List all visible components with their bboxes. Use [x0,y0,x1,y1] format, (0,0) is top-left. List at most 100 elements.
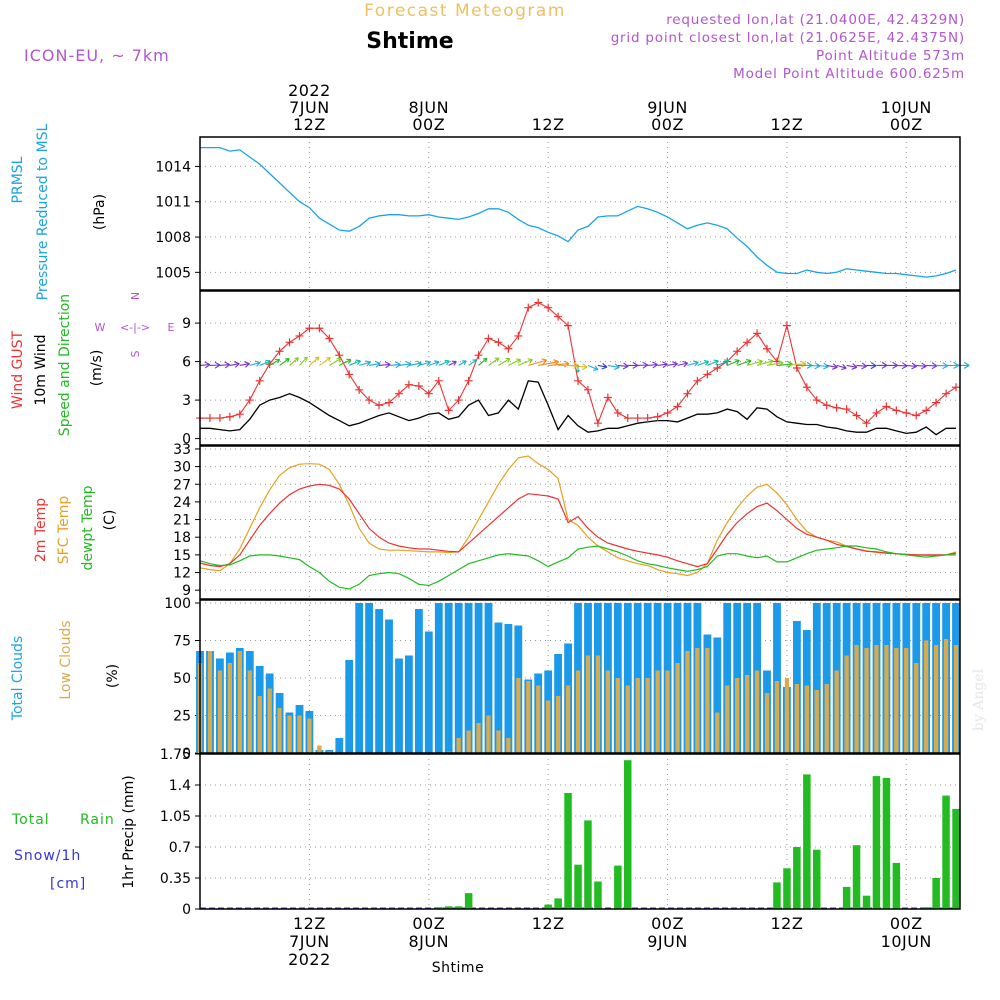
rain-bar [952,808,960,909]
y-tick-label: 9 [182,316,191,332]
low-cloud-bar [924,640,929,753]
gust-marker [733,347,742,356]
total-cloud-bar [494,622,503,753]
y-tick-label: 27 [173,477,191,493]
gust-marker [454,396,463,405]
y-tick-label: 1008 [155,230,191,246]
low-cloud-bar [516,678,521,753]
gust-marker [753,329,762,338]
low-cloud-bar [506,738,511,753]
precip-ylabel: 1hr Precip (mm) [121,775,137,888]
wind-label-dir: Speed and Direction [57,294,73,436]
y-tick-label: 3 [182,393,191,409]
gust-marker [215,414,224,423]
wind-direction-arrow [926,362,938,370]
y-tick-label: 0.35 [160,871,191,887]
wind-direction-arrow [756,358,774,366]
low-cloud-bar [635,678,640,753]
gust-marker [574,376,583,385]
y-tick-label: 0.7 [169,840,191,856]
low-cloud-bar [595,655,601,753]
low-cloud-bar [317,745,322,753]
low-cloud-bar [615,678,620,753]
gust-marker [474,351,483,360]
rain-bar [803,774,811,909]
low-cloud-bar [486,715,491,753]
total-cloud-bar [454,603,463,753]
gust-marker [663,408,672,417]
gust-marker [315,324,324,333]
compass-east: E [168,321,175,334]
low-cloud-bar [585,655,591,753]
low-cloud-bar [565,685,571,753]
rain-bar [793,847,801,909]
rain-bar [932,878,940,909]
low-cloud-bar [854,645,859,753]
wind-direction-arrow [576,365,580,373]
wind-direction-arrow [518,358,533,366]
watermark: by Angel [971,668,987,731]
gust-marker [444,406,453,415]
wind-direction-arrow [607,363,620,371]
low-cloud-bar [864,648,869,753]
rain-bar [574,864,582,909]
wind-direction-arrow [587,364,599,371]
low-cloud-bar [207,651,213,753]
gust-marker [235,410,244,419]
rain-bar [454,906,463,909]
pressure-gridlines [200,137,960,290]
gust-marker [524,303,533,312]
gust-marker [484,334,493,343]
bottom-tick-label: 7JUN [289,932,330,951]
precip-y-ticks: 0 0.35 0.7 1.05 1.4 1.75 [160,747,200,918]
gust-marker [355,385,364,394]
rain-bar [872,776,881,909]
wind-direction-arrow [637,361,649,369]
wind-direction-arrow [438,359,450,366]
low-cloud-bar [914,663,919,753]
low-cloud-bar [794,684,799,753]
total-cloud-bar [484,603,493,753]
temperature-series [199,455,957,590]
wind-series [196,298,970,436]
total-cloud-bar [385,619,393,753]
gust-marker [603,393,612,402]
point-altitude: Point Altitude 573m [816,48,965,64]
low-cloud-bar [824,684,829,753]
rain-bar [435,907,443,909]
bottom-tick-label: 00Z [412,914,445,933]
gust-marker [763,344,772,353]
gust-marker [345,370,354,379]
gust-marker [693,376,702,385]
y-tick-label: 1.4 [169,778,191,794]
y-tick-label: 1014 [155,159,191,175]
wind-direction-arrow [687,360,699,367]
precip-series [200,760,960,909]
top-tick-label: 00Z [412,115,445,134]
pressure-y-ticks: 1005 1008 1011 1014 [155,159,200,281]
precip-label-total: Total [11,812,50,828]
gust-marker [623,414,632,423]
precip-label-snow: Snow/1h [14,848,81,864]
wind-direction-arrow [916,362,927,370]
low-cloud-bar [456,738,461,753]
top-tick-label: 10JUN [881,98,932,117]
gust-marker [365,396,374,405]
temp-unit: (C) [102,510,118,531]
low-cloud-bar [575,670,581,753]
rain-bar [564,793,572,909]
rain-bar [594,881,602,909]
rain-bar [862,895,871,909]
clouds-label-total: Total Clouds [10,636,26,721]
y-tick-label: 0 [182,902,191,918]
low-cloud-bar [546,700,551,753]
y-tick-label: 21 [173,513,191,529]
total-cloud-bar [444,603,453,753]
low-cloud-bar [536,685,541,753]
temp-label-sfc: SFC Temp [56,496,72,565]
y-tick-label: 30 [173,460,191,476]
total-cloud-bar [773,603,781,753]
gust-marker [792,364,801,372]
